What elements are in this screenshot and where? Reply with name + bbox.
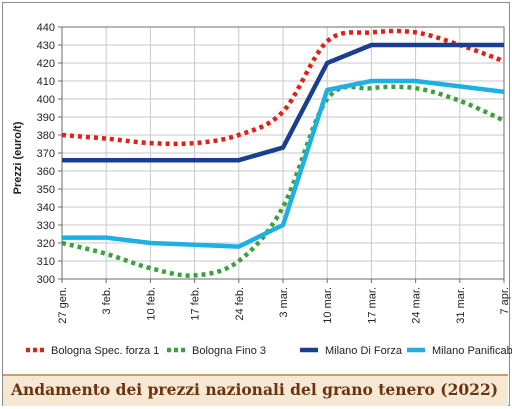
x-tick-label: 24 feb. bbox=[234, 287, 246, 321]
series-line-3 bbox=[62, 42, 504, 163]
y-tick-label: 330 bbox=[37, 220, 55, 232]
y-tick-label: 320 bbox=[37, 238, 55, 250]
x-tick-label: 24 mar. bbox=[411, 287, 423, 324]
y-tick-label: 310 bbox=[37, 256, 55, 268]
y-tick-label: 430 bbox=[37, 40, 55, 52]
y-tick-label: 400 bbox=[37, 94, 55, 106]
y-tick-label: 350 bbox=[37, 184, 55, 196]
legend-label-2: Bologna Fino 3 bbox=[192, 345, 266, 357]
y-tick-label: 300 bbox=[37, 274, 55, 286]
x-tick-label: 3 mar. bbox=[278, 287, 290, 318]
caption-bar: Andamento dei prezzi nazionali del grano… bbox=[3, 374, 508, 406]
y-axis-label: Prezzi (euro/t) bbox=[12, 121, 24, 194]
x-tick-label: 3 feb. bbox=[101, 287, 113, 315]
y-tick-label: 360 bbox=[37, 166, 55, 178]
legend-label-3: Milano Di Forza bbox=[325, 345, 403, 357]
y-tick-label: 410 bbox=[37, 76, 55, 88]
x-tick-label: 17 mar. bbox=[366, 287, 378, 324]
x-tick-label: 17 feb. bbox=[190, 287, 202, 321]
chart-title: Andamento dei prezzi nazionali del grano… bbox=[11, 380, 499, 399]
legend-label-4: Milano Panificabile bbox=[432, 345, 512, 357]
x-tick-label: 10 mar. bbox=[322, 287, 334, 324]
y-tick-label: 370 bbox=[37, 148, 55, 160]
x-tick-label: 27 gen. bbox=[57, 287, 69, 324]
legend: Bologna Spec. forza 1 Bologna Fino 3 Milan… bbox=[26, 345, 512, 357]
y-tick-label: 440 bbox=[37, 22, 55, 34]
series-line-4 bbox=[62, 78, 505, 249]
legend-label-1: Bologna Spec. forza 1 bbox=[51, 345, 159, 357]
x-tick-label: 10 feb. bbox=[145, 287, 157, 321]
series-lines bbox=[61, 28, 505, 278]
x-tick-label: 7 apr. bbox=[499, 287, 511, 315]
x-tick-label: 31 mar. bbox=[455, 287, 467, 324]
y-tick-label: 380 bbox=[37, 130, 55, 142]
grid bbox=[62, 27, 504, 279]
y-tick-label: 340 bbox=[37, 202, 55, 214]
series-line-2 bbox=[61, 84, 505, 278]
axes: 300 310 320 330 340 350 360 370 380 390 400 410 420 4… bbox=[37, 22, 511, 324]
y-tick-label: 390 bbox=[37, 112, 55, 124]
y-tick-label: 420 bbox=[37, 58, 55, 70]
